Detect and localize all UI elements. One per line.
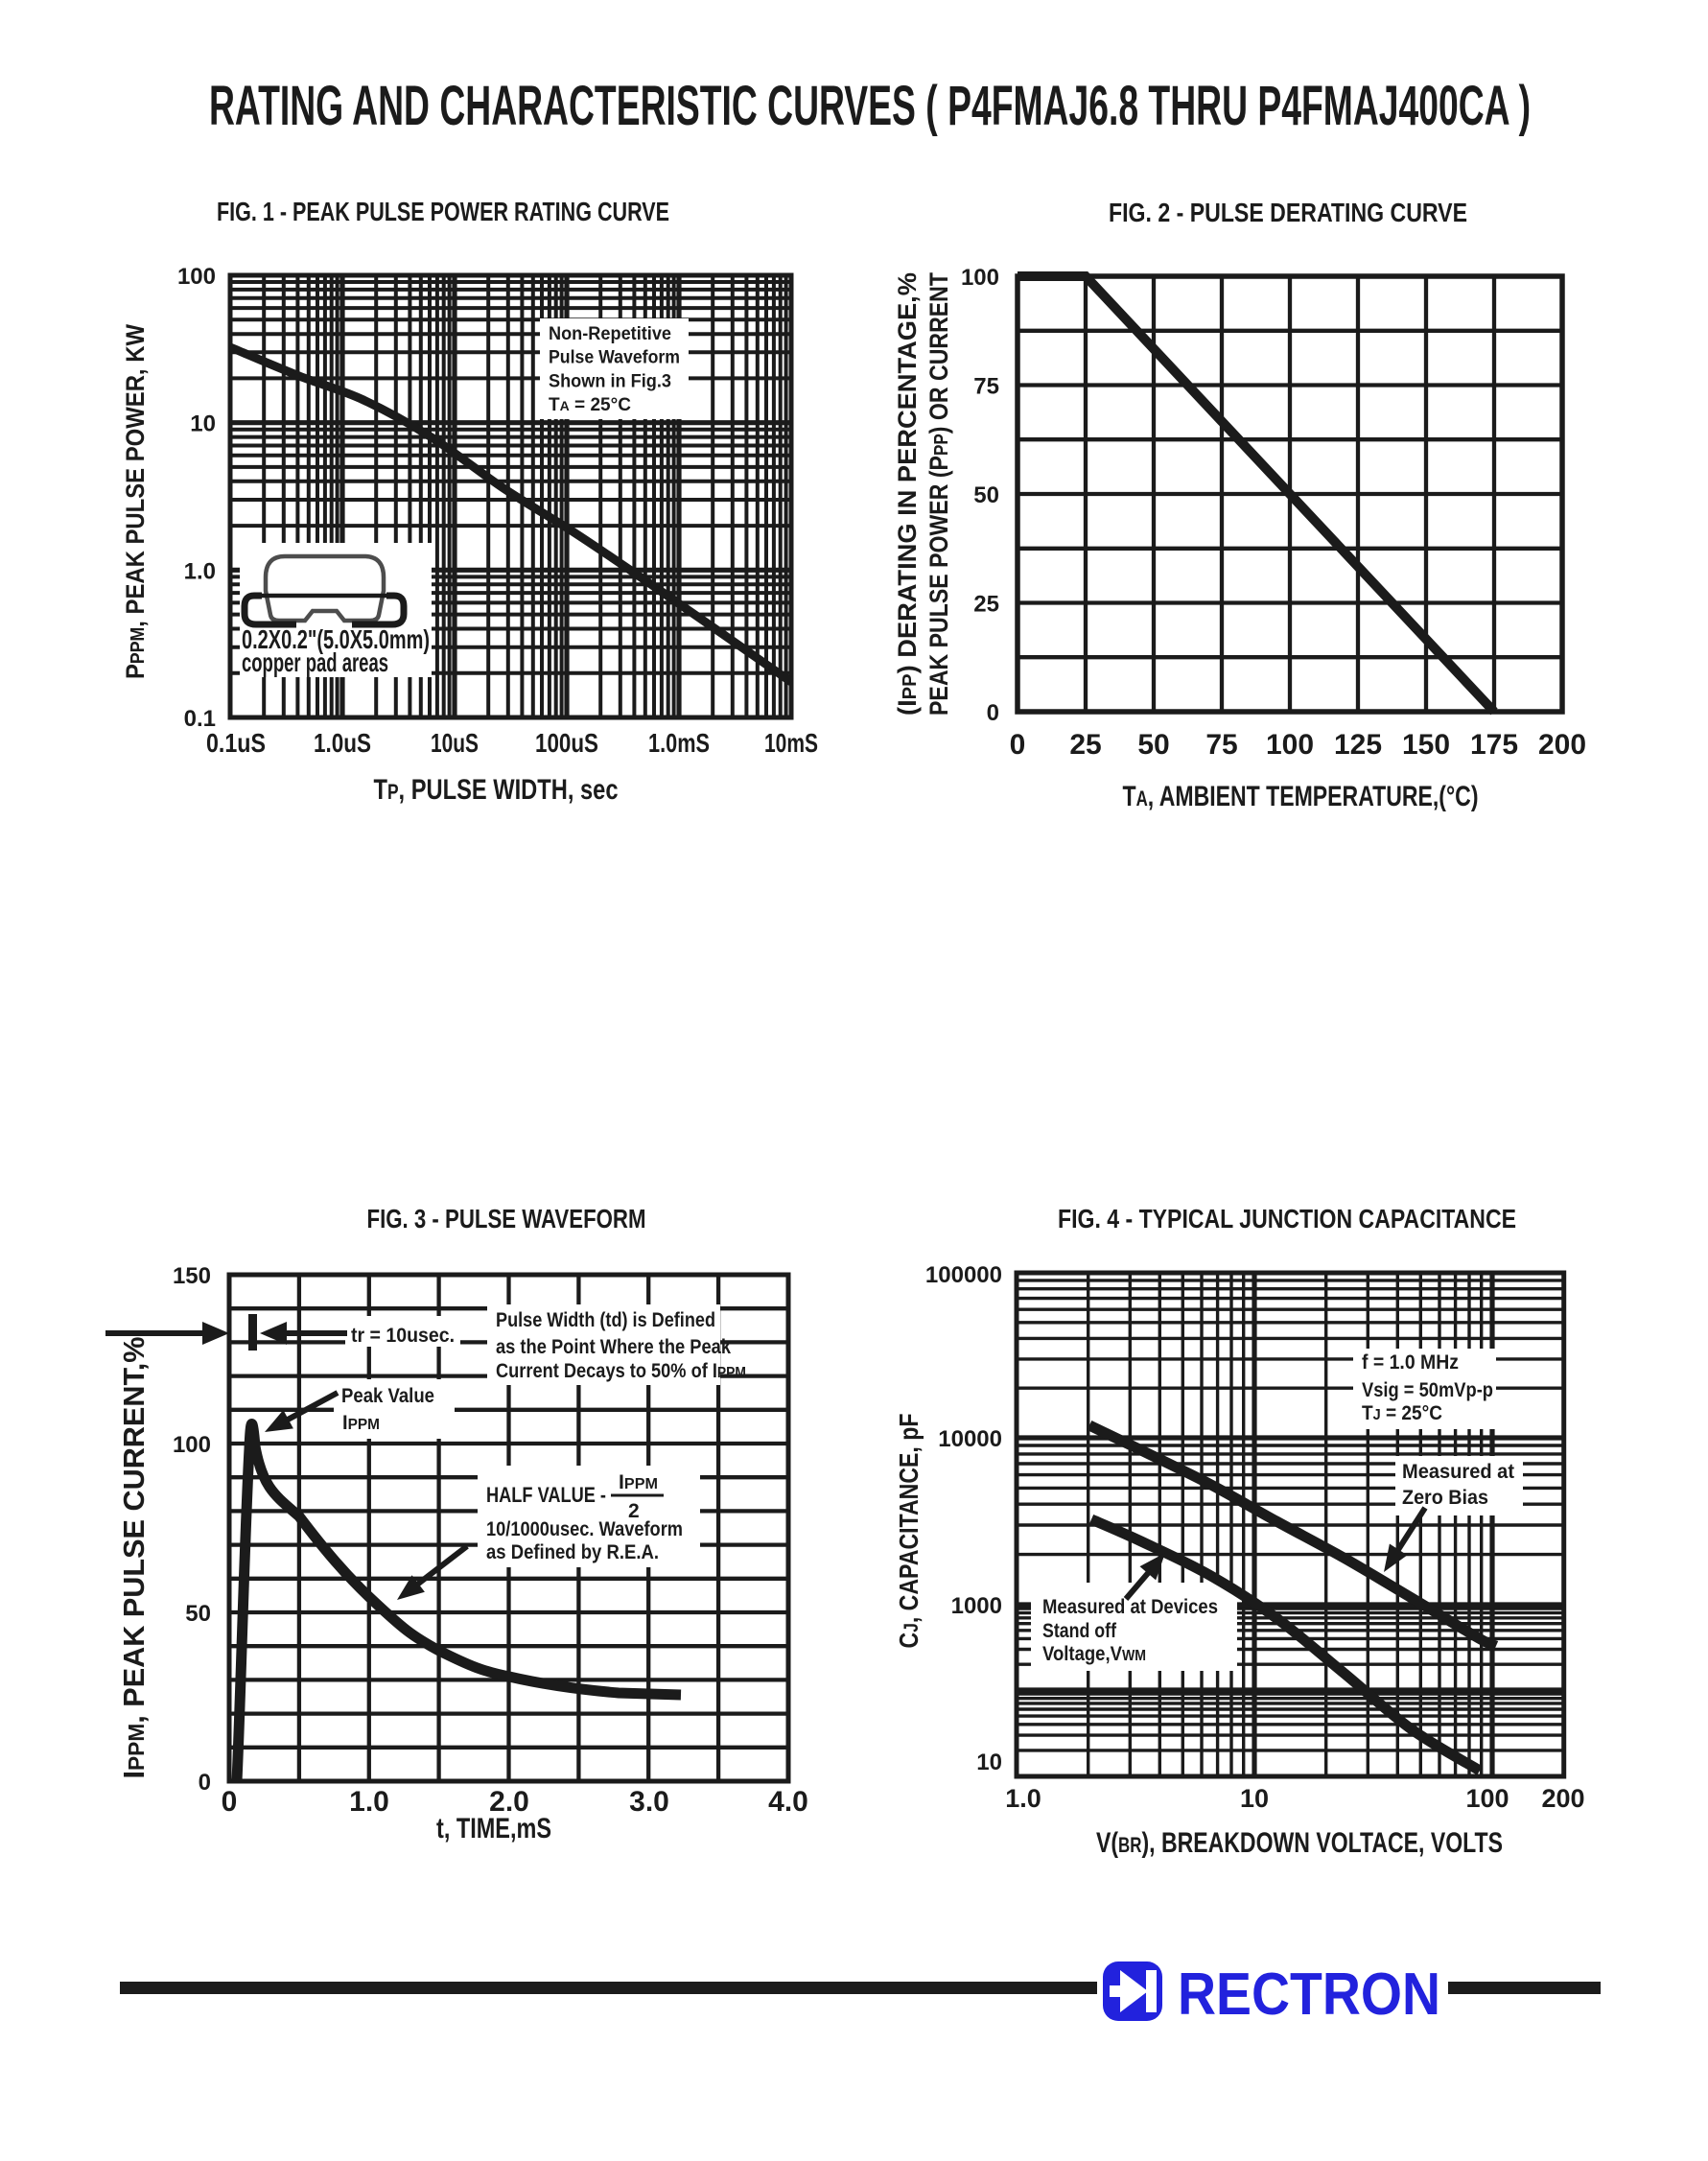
svg-text:1000: 1000 xyxy=(951,1593,1002,1619)
svg-text:100: 100 xyxy=(1266,729,1314,761)
svg-text:TJ = 25°C: TJ = 25°C xyxy=(1362,1402,1442,1424)
svg-text:0: 0 xyxy=(987,700,999,726)
svg-text:50: 50 xyxy=(1137,729,1169,761)
svg-text:100: 100 xyxy=(1465,1784,1509,1813)
svg-text:copper pad areas: copper pad areas xyxy=(242,647,388,677)
svg-text:100uS: 100uS xyxy=(535,728,598,758)
svg-text:RATING AND CHARACTERISTIC CURV: RATING AND CHARACTERISTIC CURVES ( P4FMA… xyxy=(209,75,1531,137)
svg-text:0.1uS: 0.1uS xyxy=(206,728,266,758)
svg-text:IPPM: IPPM xyxy=(342,1412,380,1434)
svg-text:4.0: 4.0 xyxy=(768,1786,808,1818)
svg-text:Non-Repetitive: Non-Repetitive xyxy=(549,324,671,344)
svg-text:100: 100 xyxy=(177,264,216,290)
svg-text:Peak Value: Peak Value xyxy=(341,1385,434,1407)
svg-text:0.2X0.2"(5.0X5.0mm): 0.2X0.2"(5.0X5.0mm) xyxy=(242,624,430,654)
svg-text:Current Decays to 50% of IPPM: Current Decays to 50% of IPPM xyxy=(496,1360,746,1382)
svg-text:100: 100 xyxy=(173,1432,211,1458)
svg-text:1.0uS: 1.0uS xyxy=(314,728,371,758)
svg-text:10: 10 xyxy=(1240,1784,1269,1813)
svg-text:10uS: 10uS xyxy=(431,728,479,758)
svg-text:25: 25 xyxy=(973,592,999,618)
svg-text:RECTRON: RECTRON xyxy=(1178,1961,1440,2028)
svg-text:TA, AMBIENT TEMPERATURE,(°C): TA, AMBIENT TEMPERATURE,(°C) xyxy=(1123,781,1479,812)
svg-text:CJ, CAPACITANCE, pF: CJ, CAPACITANCE, pF xyxy=(894,1414,924,1649)
svg-text:1.0: 1.0 xyxy=(349,1786,389,1818)
svg-text:Measured at: Measured at xyxy=(1402,1461,1514,1483)
svg-text:as the Point Where the Peak: as the Point Where the Peak xyxy=(496,1336,731,1358)
svg-text:TA = 25°C: TA = 25°C xyxy=(549,395,631,415)
svg-text:10/1000usec. Waveform: 10/1000usec. Waveform xyxy=(486,1518,683,1540)
svg-text:as Defined by R.E.A.: as Defined by R.E.A. xyxy=(486,1541,659,1563)
svg-text:Stand off: Stand off xyxy=(1042,1620,1117,1642)
svg-text:10mS: 10mS xyxy=(764,728,818,758)
svg-text:HALF VALUE -: HALF VALUE - xyxy=(486,1483,606,1507)
svg-text:Voltage,VWM: Voltage,VWM xyxy=(1042,1643,1146,1665)
svg-text:FIG. 4 - TYPICAL JUNCTION CAPA: FIG. 4 - TYPICAL JUNCTION CAPACITANCE xyxy=(1058,1204,1516,1233)
svg-text:FIG. 2 - PULSE DERATING CURVE: FIG. 2 - PULSE DERATING CURVE xyxy=(1109,198,1467,227)
svg-text:(IPP) DERATING IN PERCENTAGE,%: (IPP) DERATING IN PERCENTAGE,% xyxy=(893,272,922,716)
svg-text:175: 175 xyxy=(1470,729,1518,761)
svg-text:PPPM, PEAK PULSE POWER, KW: PPPM, PEAK PULSE POWER, KW xyxy=(121,324,150,679)
svg-text:2: 2 xyxy=(628,1500,640,1522)
svg-text:75: 75 xyxy=(973,374,999,400)
svg-text:150: 150 xyxy=(173,1263,211,1289)
svg-text:0: 0 xyxy=(1010,729,1026,761)
svg-text:PEAK PULSE POWER (PPP) OR CURR: PEAK PULSE POWER (PPP) OR CURRENT xyxy=(924,272,953,716)
svg-text:1.0: 1.0 xyxy=(184,558,216,584)
svg-text:200: 200 xyxy=(1541,1784,1584,1813)
svg-text:0.1: 0.1 xyxy=(184,706,216,732)
svg-text:TP, PULSE WIDTH, sec: TP, PULSE WIDTH, sec xyxy=(374,774,619,806)
svg-text:50: 50 xyxy=(973,482,999,508)
svg-text:IPPM: IPPM xyxy=(619,1471,658,1493)
svg-text:0: 0 xyxy=(222,1786,238,1818)
svg-text:75: 75 xyxy=(1205,729,1237,761)
svg-text:tr = 10usec.: tr = 10usec. xyxy=(351,1325,455,1347)
svg-text:50: 50 xyxy=(185,1601,211,1627)
svg-text:Vsig = 50mVp-p: Vsig = 50mVp-p xyxy=(1362,1379,1493,1401)
svg-text:125: 125 xyxy=(1334,729,1382,761)
svg-text:25: 25 xyxy=(1069,729,1101,761)
svg-text:150: 150 xyxy=(1402,729,1450,761)
svg-text:200: 200 xyxy=(1538,729,1586,761)
svg-text:100000: 100000 xyxy=(925,1262,1002,1288)
svg-text:V(BR), BREAKDOWN VOLTACE, VOLT: V(BR), BREAKDOWN VOLTACE, VOLTS xyxy=(1096,1827,1503,1859)
svg-text:FIG. 1 - PEAK PULSE POWER RATI: FIG. 1 - PEAK PULSE POWER RATING CURVE xyxy=(217,197,669,226)
svg-text:Pulse Width (td) is Defined: Pulse Width (td) is Defined xyxy=(496,1309,715,1331)
svg-text:10: 10 xyxy=(976,1750,1002,1775)
svg-text:f = 1.0 MHz: f = 1.0 MHz xyxy=(1362,1351,1459,1374)
svg-text:3.0: 3.0 xyxy=(629,1786,669,1818)
svg-text:Shown in Fig.3: Shown in Fig.3 xyxy=(549,371,671,391)
svg-text:10000: 10000 xyxy=(938,1426,1002,1452)
svg-text:10: 10 xyxy=(190,411,216,437)
svg-text:1.0: 1.0 xyxy=(1005,1784,1041,1813)
svg-text:0: 0 xyxy=(199,1770,211,1796)
svg-text:Pulse Waveform: Pulse Waveform xyxy=(549,348,680,368)
svg-text:100: 100 xyxy=(961,265,999,291)
svg-text:Zero Bias: Zero Bias xyxy=(1402,1487,1488,1509)
svg-text:FIG. 3 - PULSE WAVEFORM: FIG. 3 - PULSE WAVEFORM xyxy=(367,1204,646,1233)
svg-text:2.0: 2.0 xyxy=(489,1786,529,1818)
svg-text:t, TIME,mS: t, TIME,mS xyxy=(436,1813,551,1844)
svg-text:Measured at Devices: Measured at Devices xyxy=(1042,1596,1218,1618)
svg-text:IPPM, PEAK PULSE CURRENT,%: IPPM, PEAK PULSE CURRENT,% xyxy=(117,1337,151,1779)
svg-text:1.0mS: 1.0mS xyxy=(648,728,710,758)
